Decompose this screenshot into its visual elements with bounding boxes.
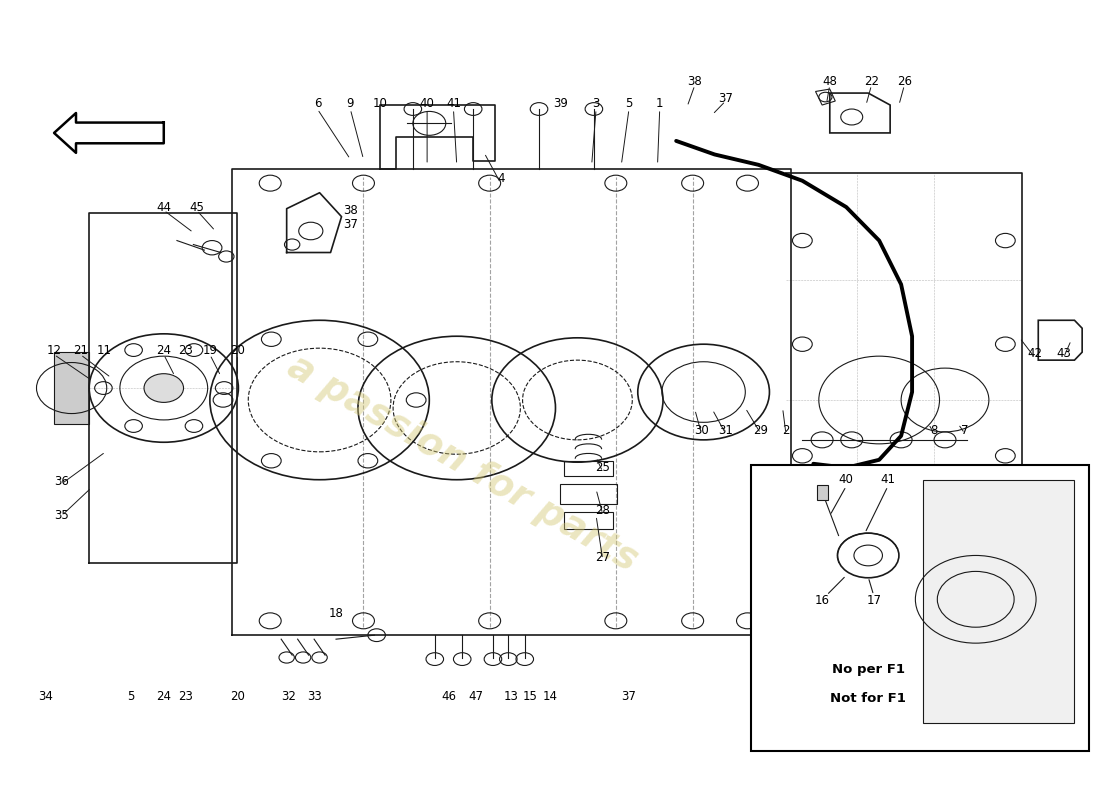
Circle shape	[144, 374, 184, 402]
Text: 37: 37	[621, 690, 637, 703]
Bar	[564, 512, 613, 529]
Text: 46: 46	[441, 690, 456, 703]
Text: 41: 41	[880, 474, 895, 486]
Text: 39: 39	[553, 97, 569, 110]
Text: 20: 20	[230, 690, 244, 703]
Text: 45: 45	[189, 201, 205, 214]
Text: 9: 9	[346, 97, 354, 110]
Bar	[816, 486, 827, 500]
Text: 1: 1	[656, 97, 663, 110]
Bar	[564, 462, 613, 476]
Text: 15: 15	[522, 690, 538, 703]
Text: 11: 11	[97, 344, 112, 357]
Text: 28: 28	[595, 503, 610, 517]
Text: 23: 23	[178, 344, 194, 357]
Text: 37: 37	[718, 92, 733, 105]
Text: 26: 26	[896, 74, 912, 88]
Polygon shape	[54, 113, 164, 153]
Text: 31: 31	[718, 424, 733, 437]
Text: 8: 8	[931, 424, 937, 437]
Text: 37: 37	[343, 218, 358, 231]
Text: 4: 4	[497, 172, 505, 185]
Text: 42: 42	[1027, 347, 1043, 360]
Text: 3: 3	[593, 97, 600, 110]
Text: 19: 19	[202, 344, 218, 357]
Text: 34: 34	[37, 690, 53, 703]
Text: 2: 2	[782, 424, 790, 437]
Polygon shape	[923, 480, 1075, 723]
Text: 18: 18	[329, 607, 343, 620]
Bar	[560, 484, 617, 504]
Text: 40: 40	[839, 474, 854, 486]
Text: 40: 40	[420, 97, 434, 110]
Text: 7: 7	[961, 424, 968, 437]
Text: Not for F1: Not for F1	[830, 693, 906, 706]
Text: 35: 35	[54, 509, 69, 522]
Text: 16: 16	[815, 594, 829, 607]
Text: 17: 17	[866, 594, 881, 607]
Text: No per F1: No per F1	[832, 663, 904, 676]
Text: 44: 44	[156, 201, 172, 214]
Text: 23: 23	[178, 690, 194, 703]
FancyBboxPatch shape	[751, 466, 1089, 750]
Text: 5: 5	[128, 690, 134, 703]
Text: 10: 10	[373, 97, 387, 110]
Text: 20: 20	[230, 344, 244, 357]
Text: 25: 25	[595, 462, 610, 474]
Text: 22: 22	[864, 74, 879, 88]
Text: 33: 33	[307, 690, 321, 703]
Text: 27: 27	[595, 551, 610, 564]
Text: 5: 5	[625, 97, 632, 110]
Text: a passion for parts: a passion for parts	[280, 349, 644, 579]
Text: 24: 24	[156, 344, 172, 357]
Text: 30: 30	[694, 424, 708, 437]
Text: 14: 14	[542, 690, 558, 703]
Text: 38: 38	[343, 204, 358, 217]
Text: 24: 24	[156, 690, 172, 703]
Text: 47: 47	[468, 690, 483, 703]
Text: 41: 41	[446, 97, 461, 110]
FancyBboxPatch shape	[54, 352, 89, 424]
Text: 21: 21	[73, 344, 88, 357]
Text: 43: 43	[1056, 347, 1071, 360]
Text: 12: 12	[46, 344, 62, 357]
Text: 29: 29	[754, 424, 768, 437]
Circle shape	[854, 545, 882, 566]
Text: 32: 32	[282, 690, 296, 703]
Text: 13: 13	[504, 690, 519, 703]
Text: 6: 6	[314, 97, 321, 110]
Text: 36: 36	[54, 475, 69, 488]
Text: 48: 48	[823, 74, 837, 88]
Text: 38: 38	[688, 74, 702, 88]
